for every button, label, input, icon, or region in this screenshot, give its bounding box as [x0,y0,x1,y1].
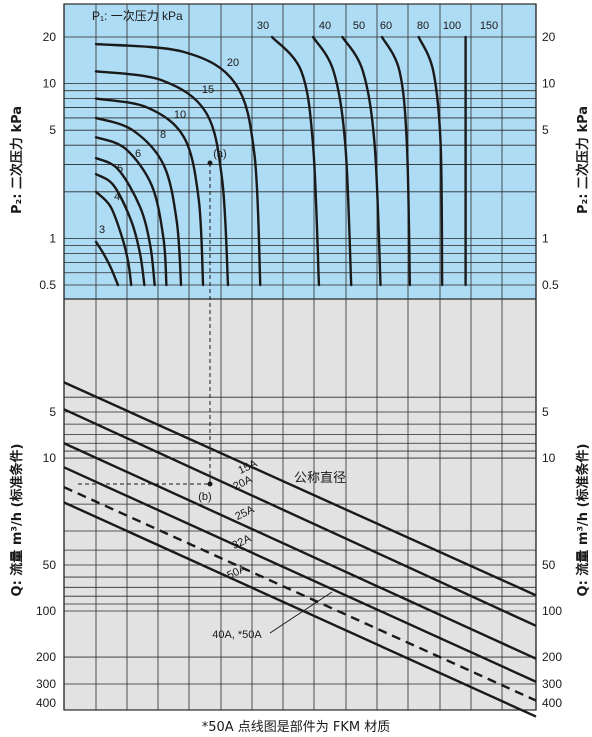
y-tick-label-right: 5 [542,123,549,137]
p1-curve-label-3: 3 [99,224,105,236]
p1-curve-30 [94,42,262,287]
y-tick-label-left: 5 [49,123,56,137]
p1-curve-label-15: 15 [202,84,214,96]
dashed-callout-line [269,591,333,634]
y-tick-label-left: 20 [43,30,57,44]
y-tick-label-right: 10 [542,77,556,91]
y-tick-label-right: 1 [542,231,549,245]
dashed-callout-label: 40A, *50A [212,629,262,641]
p1-curve-label-40: 40 [319,20,331,32]
y-tick-label-left: 300 [36,677,56,691]
y-tick-label-left: 200 [36,650,56,664]
lower-panel-background [64,299,536,710]
flow-axis-title-left: Q: 流量 m³/h (标准条件) [9,444,25,597]
p1-curve-6 [94,156,156,287]
annotation-a: (a) [213,148,226,160]
p1-curve-15 [94,97,205,287]
p1-curve-10 [94,116,183,287]
footnote: *50A 点线图是部件为 FKM 材质 [202,720,391,735]
p1-curve-50 [311,35,353,287]
p1-curve-60 [341,35,382,287]
guide-lines [78,160,213,487]
p1-curve-label-6: 6 [135,148,141,160]
p1-curve-100 [417,35,444,287]
p1-curve-40 [270,35,321,287]
y-tick-label-right: 100 [542,604,562,618]
p1-curve-label-50: 50 [353,20,365,32]
y-tick-label-right: 400 [542,696,562,710]
p1-curve-label-10: 10 [174,109,186,121]
diameter-line-15A [63,381,537,597]
guide-point-b [207,481,213,487]
p1-curve-80 [380,35,412,287]
frame [63,3,537,711]
p1-curve-label-5: 5 [117,163,123,175]
y-tick-label-left: 50 [43,558,57,572]
diameter-line-50A [63,501,537,718]
upper-panel-title: P₁: 一次压力 kPa [92,9,183,23]
upper-panel-background [64,4,536,299]
y-tick-label-left: 100 [36,604,56,618]
p1-curve-label-80: 80 [417,20,429,32]
annotation-b: (b) [198,491,211,503]
p1-curve-4 [94,190,133,287]
curves [63,35,537,718]
y-tick-label-left: 0.5 [39,278,56,292]
p1-curve-20 [94,70,230,287]
grid-lines [63,3,537,711]
p2-axis-title-right: P₂: 二次压力 kPa [575,106,591,214]
y-tick-label-right: 5 [542,405,549,419]
nominal-diameter-label: 公称直径 [294,471,346,486]
diameter-line-20A [63,408,537,627]
flow-axis-title-right: Q: 流量 m³/h (标准条件) [575,444,591,597]
p1-curve-8 [94,136,168,287]
p1-curve-label-100: 100 [443,20,461,32]
y-tick-label-right: 10 [542,451,556,465]
p1-curve-label-8: 8 [160,129,166,141]
y-tick-label-right: 20 [542,30,556,44]
diameter-line-40A, *50A [63,486,537,702]
p1-curve-label-150: 150 [480,20,498,32]
y-tick-label-left: 10 [43,77,57,91]
y-tick-label-right: 0.5 [542,278,559,292]
p1-curve-label-20: 20 [227,57,239,69]
p2-axis-title-left: P₂: 二次压力 kPa [9,106,25,214]
p1-curve-label-60: 60 [380,20,392,32]
p1-curve-5 [94,172,146,287]
labels: 20 20 10 10 5 5 1 1 0.5 0.5 5 5 10 10 50 50 100 100 200 200… [36,20,562,710]
y-tick-label-left: 1 [49,231,56,245]
guide-point-a [207,160,213,166]
diameter-line-25A [63,442,537,660]
y-tick-label-left: 400 [36,696,56,710]
y-tick-label-left: 10 [43,451,57,465]
diameter-line-32A [63,466,537,683]
p1-curve-3 [94,240,120,287]
y-tick-label-right: 200 [542,650,562,664]
y-tick-label-right: 50 [542,558,556,572]
p1-curve-label-4: 4 [114,191,120,203]
y-tick-label-left: 5 [49,405,56,419]
y-tick-label-right: 300 [542,677,562,691]
p1-curve-label-30: 30 [257,20,269,32]
